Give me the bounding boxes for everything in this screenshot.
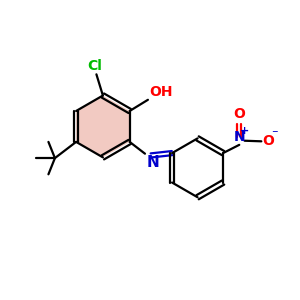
Text: O: O bbox=[233, 107, 245, 121]
Text: +: + bbox=[240, 126, 249, 136]
Text: O: O bbox=[262, 134, 274, 148]
Text: N: N bbox=[233, 130, 245, 144]
Text: OH: OH bbox=[149, 85, 172, 99]
Text: ⁻: ⁻ bbox=[271, 128, 278, 141]
Polygon shape bbox=[172, 138, 223, 197]
Text: Cl: Cl bbox=[88, 58, 102, 73]
Text: N: N bbox=[146, 155, 159, 170]
Polygon shape bbox=[76, 95, 130, 158]
